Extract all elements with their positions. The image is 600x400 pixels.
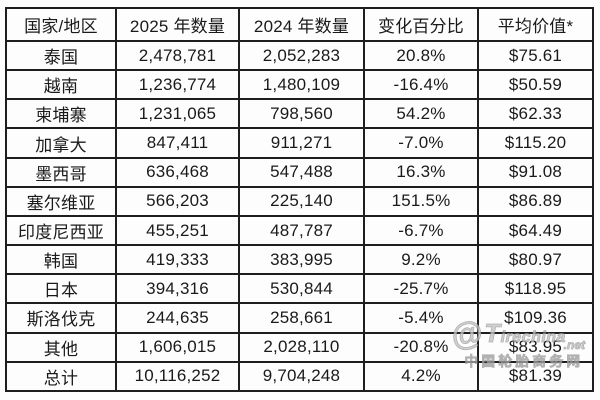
header-2024-quantity: 2024 年数量 [238, 7, 365, 42]
table-cell: 16.3% [363, 156, 479, 188]
table-cell: $91.08 [477, 156, 594, 188]
table-cell: 总计 [5, 360, 117, 393]
table-row: 越南 1,236,774 1,480,109 -16.4% $50.59 [5, 69, 594, 101]
table-row: 其他 1,606,015 2,028,110 -20.8% $83.95 [5, 331, 594, 363]
header-country-region: 国家/地区 [5, 7, 117, 42]
table-cell: 其他 [5, 331, 117, 363]
table-body: 泰国 2,478,781 2,052,283 20.8% $75.61 越南 1,236,7… [5, 39, 594, 393]
table-cell: 54.2% [363, 98, 479, 130]
table-cell: 847,411 [115, 127, 240, 159]
table-row: 韩国 419,333 383,995 9.2% $80.97 [5, 244, 594, 276]
table-cell: 印度尼西亚 [5, 214, 117, 247]
table-cell: 4.2% [363, 360, 479, 393]
table-cell: 911,271 [238, 127, 365, 159]
table-row: 斯洛伐克 244,635 258,661 -5.4% $109.36 [5, 302, 594, 334]
table-cell: $50.59 [477, 69, 594, 101]
table-row: 泰国 2,478,781 2,052,283 20.8% $75.61 [5, 39, 594, 72]
table-cell: $81.39 [477, 360, 594, 393]
header-2025-quantity: 2025 年数量 [115, 7, 240, 42]
table-cell: 547,488 [238, 156, 365, 188]
table-cell: 墨西哥 [5, 156, 117, 188]
table-cell: $62.33 [477, 98, 594, 130]
table-cell: 244,635 [115, 302, 240, 334]
table-cell: $86.89 [477, 185, 594, 217]
table-cell: 塞尔维亚 [5, 185, 117, 217]
table-cell: 10,116,252 [115, 360, 240, 393]
table-cell: 798,560 [238, 98, 365, 130]
header-change-percent: 变化百分比 [363, 7, 479, 42]
table-cell: -16.4% [363, 69, 479, 101]
table-cell: 225,140 [238, 185, 365, 217]
table-row: 柬埔寨 1,231,065 798,560 54.2% $62.33 [5, 98, 594, 130]
table-cell: 斯洛伐克 [5, 302, 117, 334]
table-cell: 636,468 [115, 156, 240, 188]
table-cell: 1,236,774 [115, 69, 240, 101]
table-cell: -25.7% [363, 273, 479, 305]
table-cell: 455,251 [115, 214, 240, 247]
table-row: 日本 394,316 530,844 -25.7% $118.95 [5, 273, 594, 305]
header-row: 国家/地区 2025 年数量 2024 年数量 变化百分比 平均价值* [5, 7, 594, 42]
table-cell: 越南 [5, 69, 117, 101]
table-cell: $115.20 [477, 127, 594, 159]
statistics-table: 国家/地区 2025 年数量 2024 年数量 变化百分比 平均价值* 泰国 2,… [5, 7, 594, 393]
table-cell: 9,704,248 [238, 360, 365, 393]
table-cell: -6.7% [363, 214, 479, 247]
table-row: 印度尼西亚 455,251 487,787 -6.7% $64.49 [5, 214, 594, 247]
table-cell: 韩国 [5, 244, 117, 276]
table-row: 墨西哥 636,468 547,488 16.3% $91.08 [5, 156, 594, 188]
table-cell: $118.95 [477, 273, 594, 305]
table-cell: 1,480,109 [238, 69, 365, 101]
table-cell: -7.0% [363, 127, 479, 159]
table-cell: 394,316 [115, 273, 240, 305]
table-cell: 151.5% [363, 185, 479, 217]
table-cell: $64.49 [477, 214, 594, 247]
table-cell: 258,661 [238, 302, 365, 334]
table-cell: 柬埔寨 [5, 98, 117, 130]
table-cell: 566,203 [115, 185, 240, 217]
table-row: 加拿大 847,411 911,271 -7.0% $115.20 [5, 127, 594, 159]
header-average-value: 平均价值* [477, 7, 594, 42]
table-cell: 泰国 [5, 39, 117, 72]
table-cell: -5.4% [363, 302, 479, 334]
table-cell: $109.36 [477, 302, 594, 334]
table-cell: 383,995 [238, 244, 365, 276]
table-cell: 2,028,110 [238, 331, 365, 363]
table-cell: $80.97 [477, 244, 594, 276]
table-cell: 2,478,781 [115, 39, 240, 72]
table-cell: $75.61 [477, 39, 594, 72]
table-cell: 1,606,015 [115, 331, 240, 363]
table-cell: 530,844 [238, 273, 365, 305]
table-cell: 20.8% [363, 39, 479, 72]
table-row: 塞尔维亚 566,203 225,140 151.5% $86.89 [5, 185, 594, 217]
table-cell: $83.95 [477, 331, 594, 363]
table-cell: -20.8% [363, 331, 479, 363]
table-cell: 加拿大 [5, 127, 117, 159]
table-row: 总计 10,116,252 9,704,248 4.2% $81.39 [5, 360, 594, 393]
table-cell: 2,052,283 [238, 39, 365, 72]
table-cell: 419,333 [115, 244, 240, 276]
table-cell: 9.2% [363, 244, 479, 276]
table-cell: 1,231,065 [115, 98, 240, 130]
table-cell: 日本 [5, 273, 117, 305]
table-header: 国家/地区 2025 年数量 2024 年数量 变化百分比 平均价值* [5, 7, 594, 42]
table-cell: 487,787 [238, 214, 365, 247]
